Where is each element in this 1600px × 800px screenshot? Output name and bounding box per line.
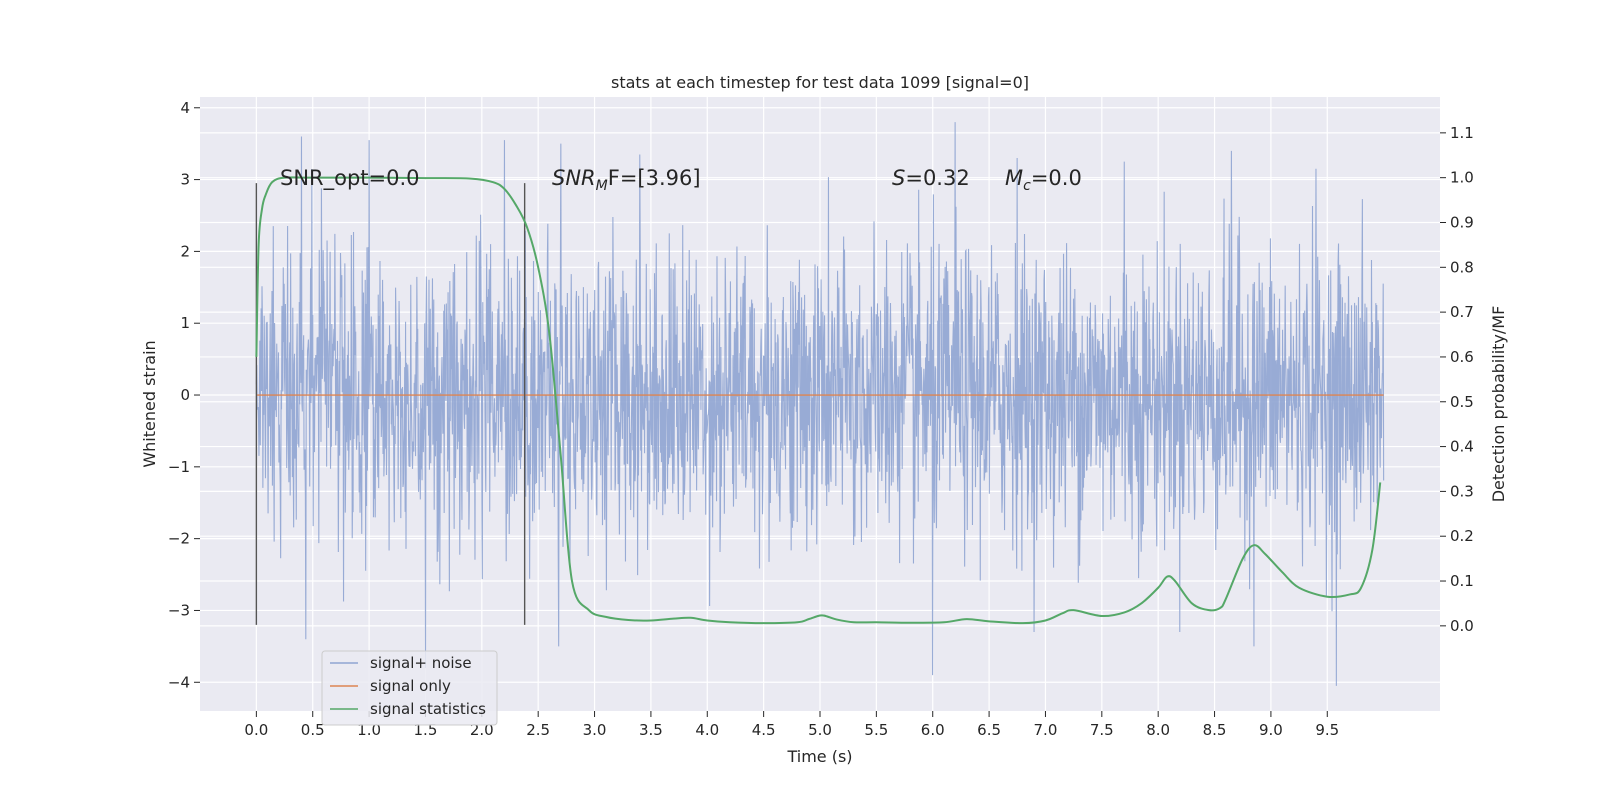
x-tick-label: 9.5 (1315, 721, 1339, 739)
y-axis-label: Whitened strain (140, 340, 159, 467)
x-tick-label: 8.5 (1203, 721, 1227, 739)
x-tick-label: 9.0 (1259, 721, 1283, 739)
y2-tick-label: 0.8 (1450, 258, 1474, 276)
x-axis-label: Time (s) (786, 747, 852, 766)
annotation-mc-val: =0.0 (1031, 166, 1082, 190)
y2-tick-label: 0.4 (1450, 438, 1474, 456)
x-tick-label: 5.0 (808, 721, 832, 739)
y2-tick-label: 1.0 (1450, 169, 1474, 187)
x-tick-label: 2.5 (526, 721, 550, 739)
x-axis-ticks: 0.0 0.5 1.0 1.5 2.0 2.5 3.0 3.5 4.0 4.5 5.0 5.5 6.0 6… (244, 711, 1339, 739)
x-tick-label: 0.5 (301, 721, 325, 739)
series-signal-plus-noise (255, 122, 1385, 686)
y-axis-ticks: 4 3 2 1 0 −1 −2 −3 −4 (168, 99, 200, 691)
y2-tick-label: 0.3 (1450, 482, 1474, 500)
y2-tick-label: 0.0 (1450, 617, 1474, 635)
annotation-snr-mf: SNRMF=[3.96] (552, 166, 701, 194)
annotation-snr-opt: SNR_opt=0.0 (280, 166, 420, 191)
annotation-snr-mf-rest: F=[3.96] (608, 166, 701, 190)
x-tick-label: 7.5 (1090, 721, 1114, 739)
annotation-snr-mf-sub: M (596, 178, 608, 194)
y-tick-label: 0 (180, 386, 190, 404)
legend: signal+ noise signal only signal statist… (321, 650, 498, 726)
y-tick-label: −2 (168, 530, 190, 548)
x-tick-label: 8.0 (1146, 721, 1170, 739)
y2-tick-label: 0.5 (1450, 393, 1474, 411)
annotation-snr-mf-main: SNR (552, 166, 596, 190)
y2-axis-ticks: 0.0 0.1 0.2 0.3 0.4 0.5 0.6 0.7 0.8 0.9 1.0 1.1 (1440, 124, 1474, 635)
y-tick-label: −4 (168, 673, 190, 691)
x-tick-label: 6.0 (921, 721, 945, 739)
y2-tick-label: 0.1 (1450, 572, 1474, 590)
x-tick-label: 6.5 (977, 721, 1001, 739)
x-tick-label: 5.5 (864, 721, 888, 739)
series-signal-statistics (255, 176, 1382, 625)
x-tick-label: 3.0 (583, 721, 607, 739)
y2-tick-label: 0.2 (1450, 527, 1474, 545)
annotation-s-val: =0.32 (905, 166, 969, 190)
y-tick-label: −3 (168, 601, 190, 619)
annotations: SNR_opt=0.0 SNRMF=[3.96] S=0.32 Mc=0.0 (280, 166, 1082, 194)
y2-tick-label: 1.1 (1450, 124, 1474, 142)
chart-title: stats at each timestep for test data 109… (611, 73, 1029, 92)
annotation-mc: Mc=0.0 (1005, 166, 1082, 194)
y-tick-label: −1 (168, 458, 190, 476)
signal-statistics-line (255, 176, 1382, 625)
y2-tick-label: 0.7 (1450, 303, 1474, 321)
vertical-markers (255, 183, 526, 625)
y2-tick-label: 0.6 (1450, 348, 1474, 366)
y2-axis-label: Detection probability/MF (1489, 306, 1508, 503)
y-tick-label: 2 (180, 242, 190, 260)
legend-label-signal-plus-noise: signal+ noise (370, 654, 472, 672)
legend-label-signal-only: signal only (370, 677, 451, 695)
x-tick-label: 0.0 (244, 721, 268, 739)
y-tick-label: 3 (180, 171, 190, 189)
annotation-mc-var: M (1005, 166, 1023, 190)
x-tick-label: 7.0 (1034, 721, 1058, 739)
y-tick-label: 4 (180, 99, 190, 117)
x-tick-label: 4.5 (752, 721, 776, 739)
legend-box (321, 650, 498, 726)
x-tick-label: 3.5 (639, 721, 663, 739)
y-tick-label: 1 (180, 314, 190, 332)
x-tick-label: 4.0 (695, 721, 719, 739)
noise-line (255, 122, 1385, 686)
annotation-mc-sub: c (1023, 178, 1031, 194)
annotation-s-var: S (892, 166, 905, 190)
y2-tick-label: 0.9 (1450, 213, 1474, 231)
annotation-s: S=0.32 (892, 166, 970, 190)
legend-label-signal-statistics: signal statistics (370, 700, 486, 718)
